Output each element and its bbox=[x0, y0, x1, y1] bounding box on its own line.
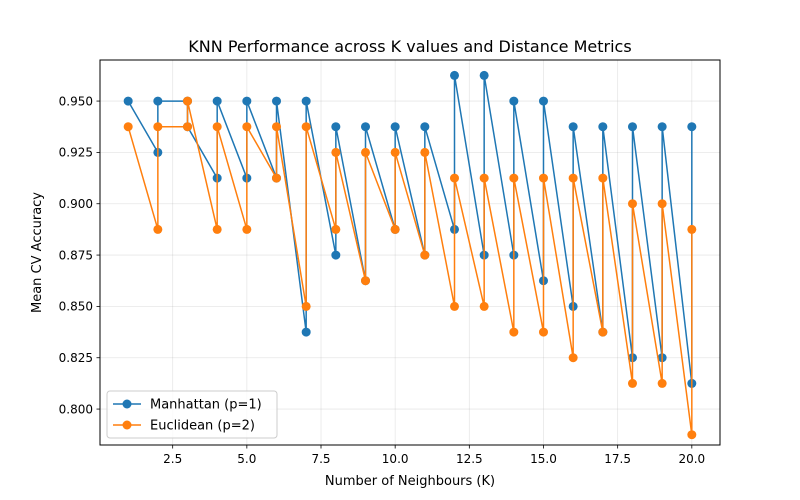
x-tick-label: 10.0 bbox=[382, 452, 409, 466]
data-point-euclidean bbox=[449, 173, 459, 183]
data-point-euclidean bbox=[687, 430, 697, 440]
series-layer bbox=[123, 70, 697, 440]
legend-label-manhattan: Manhattan (p=1) bbox=[150, 398, 262, 413]
plot-frame bbox=[99, 59, 721, 446]
data-point-manhattan bbox=[242, 96, 252, 106]
data-point-euclidean bbox=[479, 301, 489, 311]
data-point-euclidean bbox=[272, 173, 282, 183]
series-euclidean bbox=[123, 96, 697, 440]
y-tick-label: 0.875 bbox=[59, 248, 93, 262]
data-point-euclidean bbox=[420, 147, 430, 157]
y-tick-label: 0.800 bbox=[59, 402, 93, 416]
data-point-euclidean bbox=[598, 327, 608, 337]
data-point-euclidean bbox=[627, 378, 637, 388]
data-point-euclidean bbox=[301, 301, 311, 311]
data-point-manhattan bbox=[301, 327, 311, 337]
data-point-manhattan bbox=[598, 122, 608, 132]
data-point-euclidean bbox=[242, 122, 252, 132]
x-tick-label: 17.5 bbox=[604, 452, 631, 466]
x-tick-label: 5.0 bbox=[237, 452, 256, 466]
data-point-manhattan bbox=[657, 122, 667, 132]
data-point-euclidean bbox=[568, 353, 578, 363]
data-point-euclidean bbox=[538, 173, 548, 183]
data-point-euclidean bbox=[212, 122, 222, 132]
legend-marker-euclidean bbox=[122, 420, 132, 430]
data-point-euclidean bbox=[509, 327, 519, 337]
legend: Manhattan (p=1) Euclidean (p=2) bbox=[106, 390, 278, 439]
y-tick-label: 0.950 bbox=[59, 94, 93, 108]
data-point-euclidean bbox=[153, 224, 163, 234]
data-point-manhattan bbox=[331, 122, 341, 132]
data-point-euclidean bbox=[568, 173, 578, 183]
data-point-manhattan bbox=[538, 96, 548, 106]
data-point-manhattan bbox=[627, 122, 637, 132]
y-axis-label: Mean CV Accuracy bbox=[30, 192, 45, 313]
data-point-manhattan bbox=[479, 70, 489, 80]
data-point-manhattan bbox=[568, 122, 578, 132]
data-point-euclidean bbox=[361, 147, 371, 157]
data-point-euclidean bbox=[301, 122, 311, 132]
chart-title: KNN Performance across K values and Dist… bbox=[188, 37, 631, 56]
data-point-manhattan bbox=[420, 122, 430, 132]
data-point-euclidean bbox=[538, 327, 548, 337]
y-tick-label: 0.825 bbox=[59, 351, 93, 365]
x-tick-label: 12.5 bbox=[456, 452, 483, 466]
data-point-euclidean bbox=[183, 122, 193, 132]
data-point-euclidean bbox=[627, 199, 637, 209]
data-point-euclidean bbox=[361, 276, 371, 286]
y-tick-label: 0.850 bbox=[59, 300, 93, 314]
data-point-euclidean bbox=[390, 224, 400, 234]
y-axis-ticks: 0.800 0.825 0.850 0.875 0.900 0.925 0.950 bbox=[59, 94, 100, 416]
data-point-manhattan bbox=[123, 96, 133, 106]
legend-box bbox=[106, 390, 278, 439]
data-point-euclidean bbox=[657, 378, 667, 388]
x-tick-label: 2.5 bbox=[163, 452, 182, 466]
y-tick-label: 0.925 bbox=[59, 146, 93, 160]
data-point-euclidean bbox=[479, 173, 489, 183]
data-point-euclidean bbox=[123, 122, 133, 132]
data-point-euclidean bbox=[242, 224, 252, 234]
data-point-euclidean bbox=[598, 173, 608, 183]
data-point-euclidean bbox=[331, 147, 341, 157]
data-point-manhattan bbox=[331, 250, 341, 260]
data-point-manhattan bbox=[301, 96, 311, 106]
x-axis-label: Number of Neighbours (K) bbox=[325, 474, 495, 489]
data-point-manhattan bbox=[153, 96, 163, 106]
data-point-euclidean bbox=[390, 147, 400, 157]
x-tick-label: 15.0 bbox=[530, 452, 557, 466]
data-point-euclidean bbox=[153, 122, 163, 132]
y-tick-label: 0.900 bbox=[59, 197, 93, 211]
legend-label-euclidean: Euclidean (p=2) bbox=[150, 419, 255, 434]
legend-marker-manhattan bbox=[122, 399, 132, 409]
x-tick-label: 7.5 bbox=[311, 452, 330, 466]
x-tick-label: 20.0 bbox=[678, 452, 705, 466]
data-point-euclidean bbox=[657, 199, 667, 209]
data-point-manhattan bbox=[449, 70, 459, 80]
data-point-euclidean bbox=[420, 250, 430, 260]
data-point-euclidean bbox=[331, 224, 341, 234]
data-point-manhattan bbox=[509, 96, 519, 106]
data-point-euclidean bbox=[183, 96, 193, 106]
x-axis-ticks: 2.5 5.0 7.5 10.0 12.5 15.0 17.5 20.0 bbox=[163, 445, 705, 466]
data-point-manhattan bbox=[212, 96, 222, 106]
data-point-euclidean bbox=[449, 301, 459, 311]
data-point-manhattan bbox=[361, 122, 371, 132]
data-point-euclidean bbox=[687, 224, 697, 234]
data-point-manhattan bbox=[390, 122, 400, 132]
data-point-manhattan bbox=[272, 96, 282, 106]
data-point-euclidean bbox=[212, 224, 222, 234]
data-point-euclidean bbox=[509, 173, 519, 183]
data-point-manhattan bbox=[687, 122, 697, 132]
data-point-euclidean bbox=[272, 122, 282, 132]
